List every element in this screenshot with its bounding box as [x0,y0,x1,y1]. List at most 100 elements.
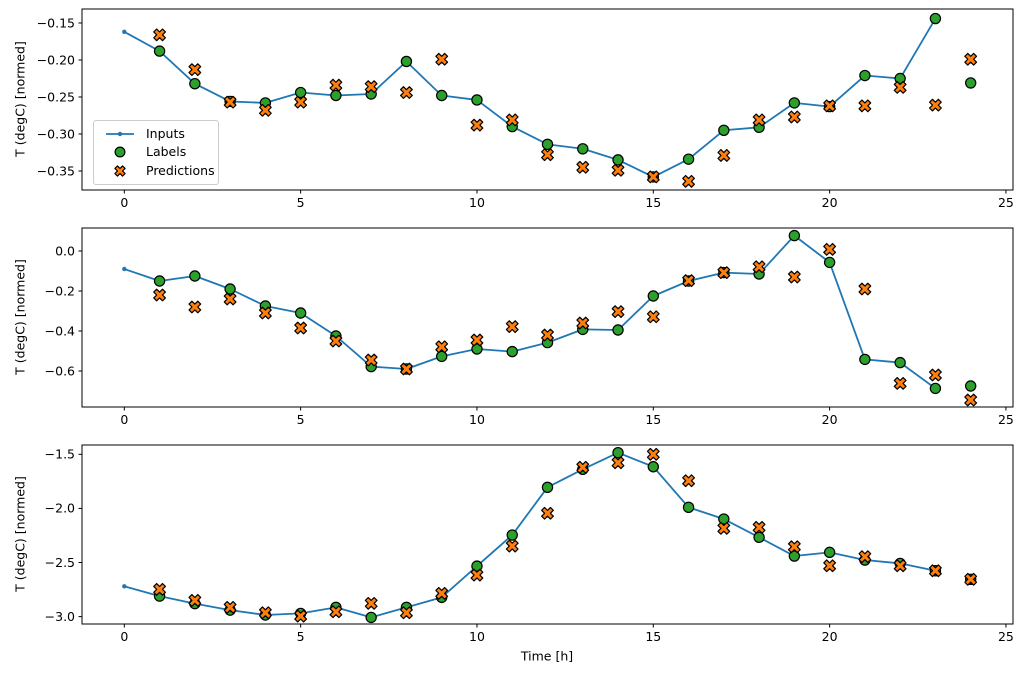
prediction-marker [752,113,766,127]
x-tick-label-subplot-1: 10 [469,195,485,210]
prediction-marker [646,310,660,324]
prediction-marker [682,174,695,188]
label-marker [929,12,942,25]
prediction-marker [223,95,237,109]
label-marker [788,229,801,242]
y-tick-label-subplot-2: −0.6 [45,363,75,378]
axes-spines-subplot-3 [81,444,1014,625]
labels-circle-sample [114,146,126,158]
prediction-marker [823,559,837,573]
y-tick-label-subplot-3: −2.0 [45,501,75,516]
axes-spines-subplot-2 [81,227,1014,408]
label-marker [541,138,554,151]
prediction-marker [329,78,343,92]
prediction-marker [400,606,413,620]
label-marker [577,143,589,155]
x-tick-label-subplot-1: 5 [297,195,305,210]
legend-label-inputs: Inputs [146,126,185,142]
label-marker [189,270,201,282]
label-marker [718,513,730,525]
label-marker [506,345,518,358]
x-tick-label-subplot-3: 0 [120,629,128,644]
legend: Inputs Labels Predictions [93,120,219,185]
label-marker [718,124,730,136]
label-marker [894,72,906,85]
prediction-marker [787,540,801,554]
prediction-marker [364,596,378,610]
prediction-marker [541,506,554,520]
y-tick-label-subplot-2: 0.0 [55,243,75,258]
prediction-marker [928,564,942,578]
prediction-marker [752,260,766,274]
y-axis-label-subplot-1: T (degC) [normed] [12,41,28,157]
label-marker [471,560,483,572]
prediction-marker [364,353,378,367]
x-tick-label-subplot-2: 15 [645,412,661,427]
label-marker [189,77,201,90]
label-marker [682,153,695,165]
label-marker [436,89,448,102]
label-marker [400,55,413,68]
predictions-x-icon [103,164,137,178]
legend-marker-canvas [106,131,134,137]
label-marker [788,97,801,109]
label-marker [929,382,942,395]
prediction-marker [294,609,308,623]
x-tick-label-subplot-1: 25 [998,195,1014,210]
label-marker [612,324,624,336]
y-tick-label-subplot-1: −0.30 [37,126,75,141]
label-marker [365,611,377,624]
label-marker [436,350,448,363]
inputs-line [124,451,936,619]
label-marker [612,446,624,459]
label-marker [330,89,342,102]
prediction-marker [223,292,237,306]
prediction-marker [787,270,801,284]
x-tick-label-subplot-3: 15 [645,629,661,644]
label-marker [506,529,518,541]
prediction-marker [435,340,449,354]
x-tick-label-subplot-2: 10 [469,412,485,427]
prediction-marker [470,118,484,132]
label-marker [153,45,166,57]
y-tick-label-subplot-1: −0.20 [37,52,75,67]
y-tick-label-subplot-1: −0.15 [37,15,75,30]
prediction-marker [611,305,625,319]
prediction-marker [928,368,942,382]
prediction-marker [928,98,942,112]
prediction-marker [576,160,590,174]
label-marker [612,154,624,166]
prediction-marker [258,306,272,320]
x-tick-label-subplot-3: 25 [998,629,1014,644]
label-marker [823,256,836,269]
prediction-marker [294,321,308,335]
prediction-marker [858,282,872,296]
prediction-marker [153,288,167,302]
prediction-marker [893,559,907,573]
prediction-marker [893,80,907,94]
x-tick-label-subplot-1: 15 [645,195,661,210]
prediction-marker [717,149,731,162]
prediction-marker [576,316,590,330]
label-marker [471,343,483,355]
prediction-marker [646,447,660,461]
prediction-marker [646,170,660,184]
legend-item-inputs: Inputs [103,127,209,141]
prediction-marker [717,266,731,280]
legend-label-labels: Labels [146,144,187,160]
y-tick-label-subplot-3: −2.5 [45,555,75,570]
label-marker [541,481,554,494]
prediction-marker [400,362,413,376]
prediction-marker [470,568,484,582]
prediction-marker [435,586,449,600]
y-tick-label-subplot-3: −1.5 [45,447,75,462]
inputs-dot-sample [117,131,123,137]
label-marker [294,307,307,319]
prediction-marker [505,320,519,334]
x-tick-label-subplot-2: 25 [998,412,1014,427]
legend-label-predictions: Predictions [146,162,215,178]
prediction-marker [576,460,590,474]
legend-item-labels: Labels [103,145,209,159]
